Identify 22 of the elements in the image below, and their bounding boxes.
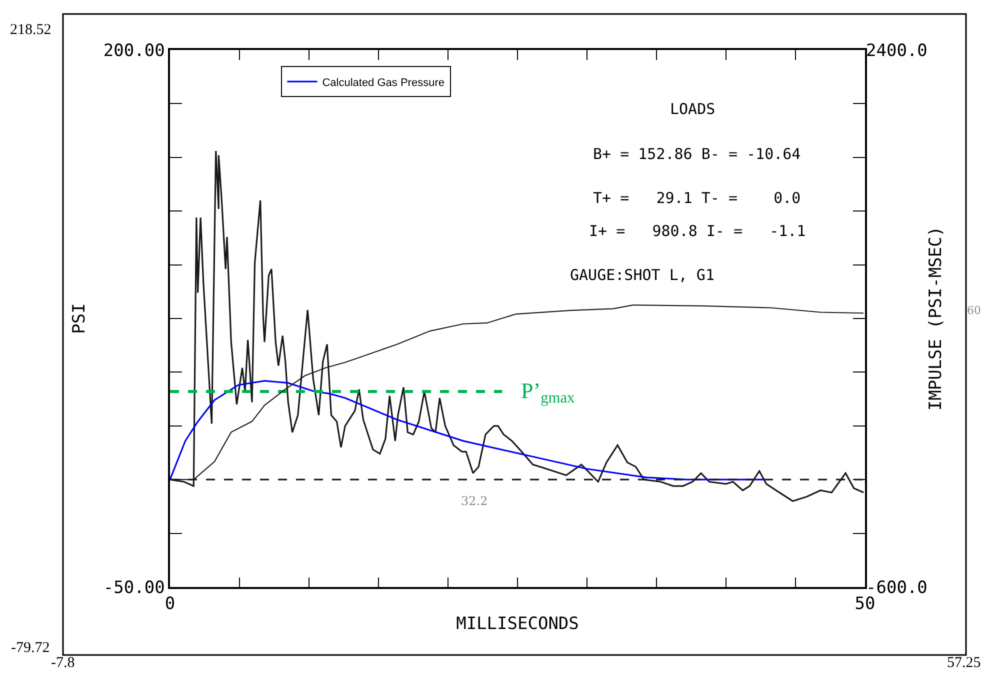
text: 60 — [967, 304, 981, 317]
x-tick-label: 50 — [854, 594, 876, 614]
annotation: B+ = 152.86 B- = -10.64 — [593, 145, 801, 163]
annotation: P’$_{gmax}$ — [521, 378, 576, 407]
annotation: GAUGE:SHOT L, G1 — [570, 266, 714, 284]
x-axis-title: MILLISECONDS — [456, 614, 579, 634]
text: 218.52 — [10, 22, 52, 38]
y-axis-title: PSI — [69, 303, 90, 334]
annotation: LOADS — [670, 100, 716, 118]
y2-tick-label: 2400.0 — [866, 40, 928, 61]
annotation: 32.2 — [461, 494, 488, 508]
x-tick-label: 0 — [164, 594, 176, 614]
text: 57.25 — [947, 655, 981, 671]
legend-label: Calculated Gas Pressure — [322, 76, 444, 89]
text: -79.72 — [11, 640, 50, 656]
annotation: I+ = 980.8 I- = -1.1 — [589, 222, 806, 240]
text: -7.8 — [51, 655, 75, 671]
annotation: T+ = 29.1 T- = 0.0 — [593, 189, 801, 207]
line-series — [170, 380, 764, 480]
y-tick-label: 200.00 — [103, 40, 165, 61]
y-tick-label: -50.00 — [103, 578, 165, 598]
y2-axis-title: IMPULSE (PSI-MSEC) — [926, 226, 946, 411]
